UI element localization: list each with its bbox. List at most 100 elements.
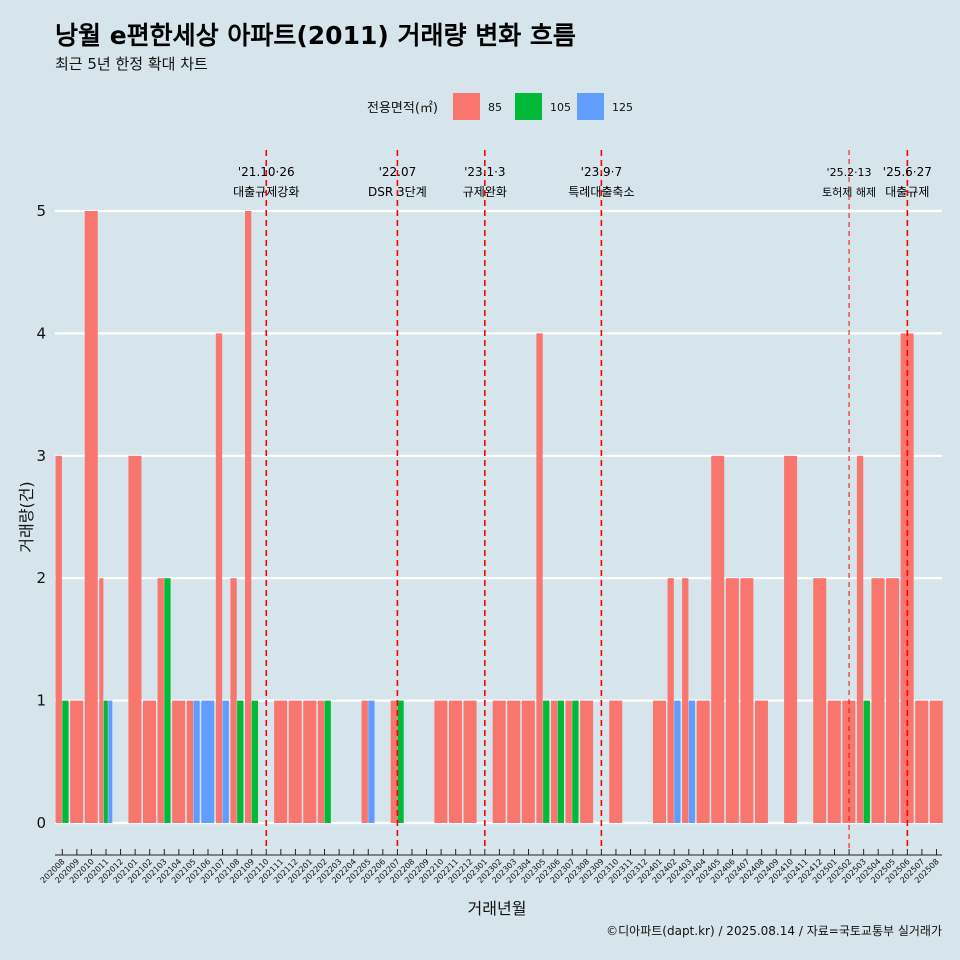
bar-202507-85: [915, 700, 929, 823]
bar-202310-85: [609, 700, 623, 823]
bar-202503-105: [863, 700, 870, 823]
event-date-202207: '22.07: [379, 165, 417, 179]
bar-202403-125: [688, 700, 696, 823]
legend-label-105: 105: [550, 101, 571, 114]
bar-202304-85: [521, 700, 535, 823]
y-tick-label: 0: [36, 814, 46, 832]
y-tick-label: 3: [36, 447, 46, 465]
bar-202405-85: [711, 455, 725, 823]
chart-title: 낭월 e편한세상 아파트(2011) 거래량 변화 흐름: [55, 21, 576, 50]
event-date-202110: '21.10·26: [238, 165, 295, 179]
bar-202501-85: [827, 700, 841, 823]
y-tick-label: 2: [36, 569, 46, 587]
bar-202306-105: [557, 700, 564, 823]
bar-202011-105: [103, 700, 108, 823]
bar-202111-85: [274, 700, 288, 823]
bar-202402-125: [674, 700, 681, 823]
event-date-202502: '25.2·13: [827, 166, 872, 179]
bar-202205-125: [368, 700, 375, 823]
bar-202404-85: [696, 700, 710, 823]
legend-label-85: 85: [488, 101, 502, 114]
bar-202101-85: [128, 455, 142, 823]
bar-202406-85: [725, 578, 739, 823]
legend-swatch-125: [577, 93, 604, 120]
bar-202307-105: [572, 700, 579, 823]
bar-202502-85: [842, 700, 856, 823]
chart-subtitle: 최근 5년 한정 확대 차트: [55, 55, 208, 73]
bar-202008-105: [62, 700, 69, 823]
bar-202303-85: [507, 700, 521, 823]
legend-title: 전용면적(㎡): [367, 101, 438, 116]
bar-202103-85: [157, 578, 164, 823]
bar-202308-85: [580, 700, 594, 823]
bar-202201-85: [303, 700, 317, 823]
bar-202106-125: [201, 700, 215, 823]
bar-202010-85: [84, 211, 98, 823]
bar-202506-85: [900, 333, 914, 823]
bar-202102-85: [143, 700, 157, 823]
bar-202305-105: [543, 700, 550, 823]
bar-202205-85: [361, 700, 368, 823]
legend-swatch-85: [453, 93, 480, 120]
caption: ©디아파트(dapt.kr) / 2025.08.14 / 자료=국토교통부 실…: [606, 924, 942, 938]
bar-202407-85: [740, 578, 754, 823]
bar-202410-85: [784, 455, 798, 823]
bar-202009-85: [70, 700, 84, 823]
bar-202103-105: [164, 578, 171, 823]
y-axis-title: 거래량(건): [17, 481, 36, 552]
legend: 전용면적(㎡) 85 105 125: [367, 93, 633, 120]
bar-202401-85: [652, 700, 666, 823]
bar-202210-85: [434, 700, 448, 823]
y-tick-label: 1: [36, 692, 46, 710]
bar-202412-85: [813, 578, 827, 823]
event-lines: [265, 150, 909, 850]
bar-202211-85: [448, 700, 462, 823]
bar-202202-105: [324, 700, 331, 823]
bar-202207-105: [397, 700, 404, 823]
bar-202011-125: [108, 700, 113, 823]
x-axis: 2020082020092020102020112020122021012021…: [39, 849, 942, 885]
bars: [55, 211, 943, 823]
bar-202109-85: [244, 211, 252, 823]
bar-202202-85: [317, 700, 325, 823]
x-axis-title: 거래년월: [468, 899, 527, 918]
event-label-202301: 규제완화: [463, 185, 507, 199]
bar-202306-85: [550, 700, 558, 823]
event-label-202207: DSR 3단계: [368, 185, 427, 199]
bar-202107-125: [222, 700, 229, 823]
bar-202108-105: [237, 700, 244, 823]
bar-202403-85: [682, 578, 689, 823]
bar-202105-125: [193, 700, 200, 823]
event-date-202301: '23.1·3: [464, 165, 505, 179]
bar-202503-85: [856, 455, 864, 823]
bar-202307-85: [565, 700, 572, 823]
bar-202105-85: [186, 700, 194, 823]
bar-202305-85: [536, 333, 543, 823]
bar-202508-85: [929, 700, 943, 823]
y-tick-label: 4: [36, 324, 46, 342]
event-annotations: '21.10·26 대출규제강화 '22.07 DSR 3단계 '23.1·3 규제완화 '…: [233, 165, 932, 199]
bar-202207-85: [390, 700, 397, 823]
bar-202504-85: [871, 578, 885, 823]
event-label-202506: 대출규제: [885, 185, 929, 199]
bar-202107-85: [215, 333, 223, 823]
bar-202408-85: [754, 700, 768, 823]
bar-202112-85: [288, 700, 302, 823]
bar-202505-85: [886, 578, 900, 823]
bar-202104-85: [172, 700, 186, 823]
event-label-202110: 대출규제강화: [233, 185, 299, 199]
bar-202212-85: [463, 700, 477, 823]
bar-202008-85: [55, 455, 62, 823]
bar-202011-85: [99, 578, 104, 823]
y-tick-label: 5: [36, 202, 46, 220]
bar-202108-85: [230, 578, 237, 823]
event-date-202506: '25.6·27: [883, 165, 932, 179]
event-label-202309: 특례대출축소: [568, 185, 634, 199]
legend-swatch-105: [515, 93, 542, 120]
bar-202302-85: [492, 700, 506, 823]
y-axis: 0 1 2 3 4 5: [36, 202, 46, 832]
event-date-202309: '23.9·7: [581, 165, 622, 179]
bar-202109-105: [251, 700, 258, 823]
bar-202402-85: [667, 578, 674, 823]
